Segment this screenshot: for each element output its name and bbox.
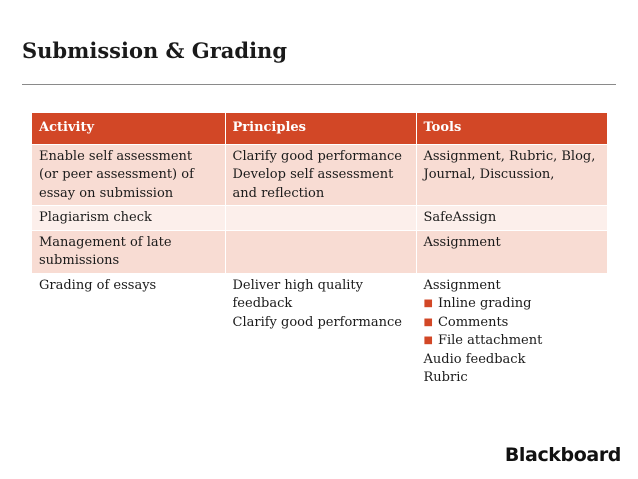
cell-line: Enable self assessment [39,148,193,164]
cell-line: Assignment [423,277,501,293]
activity-cell: Plagiarism check [32,205,226,231]
tools-cell: SafeAssign [416,205,608,231]
bullet-text: Comments [437,314,509,330]
slide-title: Submission & Grading [22,38,288,63]
bullet-text: Inline grading [437,296,532,311]
principles-cell [225,230,417,274]
table-row: Grading of essays Deliver high quality f… [32,273,608,391]
square-bullet-icon: ■ [423,335,433,346]
table-header-row: Activity Principles Tools [32,113,608,145]
cell-line: and reflection [232,185,325,201]
activities-table: Activity Principles Tools Enable self as… [32,113,608,391]
principles-cell: Deliver high quality feedback Clarify go… [225,273,417,391]
bullet-item: ■ Comments [424,314,600,333]
activity-cell: Enable self assessment (or peer assessme… [32,144,226,206]
cell-line: (or peer assessment) of [39,167,194,182]
activity-cell: Grading of essays [32,273,226,391]
principles-cell: Clarify good performance Develop self as… [225,144,417,206]
tools-cell: Assignment [416,230,608,274]
cell-line: Clarify good performance [232,314,402,330]
tools-cell: Assignment, Rubric, Blog, Journal, Discu… [416,144,608,206]
cell-line: Management of late [39,234,172,250]
activity-cell: Management of late submissions [32,230,226,274]
cell-line: Develop self assessment [232,167,394,182]
bullet-item: ■ File attachment [424,332,600,351]
cell-line: Journal, Discussion, [423,167,555,182]
cell-line: submissions [39,253,120,268]
column-header-principles: Principles [225,113,417,145]
cell-line: Plagiarism check [39,210,152,225]
cell-line: Assignment, Rubric, Blog, [423,148,596,164]
cell-line: SafeAssign [423,210,497,225]
column-header-tools: Tools [416,113,608,145]
square-bullet-icon: ■ [423,316,433,328]
tools-cell: Assignment ■ Inline grading ■ Comments ■ Fi… [416,273,608,391]
cell-line: feedback [232,296,293,311]
cell-line: Grading of essays [39,277,157,293]
table-row: Management of late submissions Assignmen… [32,230,608,274]
bullet-item: ■ Inline grading [424,295,600,314]
blackboard-logo: Blackboard [504,444,622,466]
principles-cell [225,205,417,231]
cell-line: Assignment [423,234,501,250]
square-bullet-icon: ■ [423,298,433,309]
cell-line: Clarify good performance [232,148,402,164]
table-row: Enable self assessment (or peer assessme… [32,144,608,206]
bullet-text: File attachment [437,333,543,348]
title-divider [22,84,616,85]
column-header-activity: Activity [32,113,226,145]
cell-line: Rubric [423,370,468,385]
table-row: Plagiarism check SafeAssign [32,205,608,231]
cell-line: essay on submission [39,185,174,201]
cell-line: Deliver high quality [232,277,364,293]
cell-line: Audio feedback [423,351,526,367]
